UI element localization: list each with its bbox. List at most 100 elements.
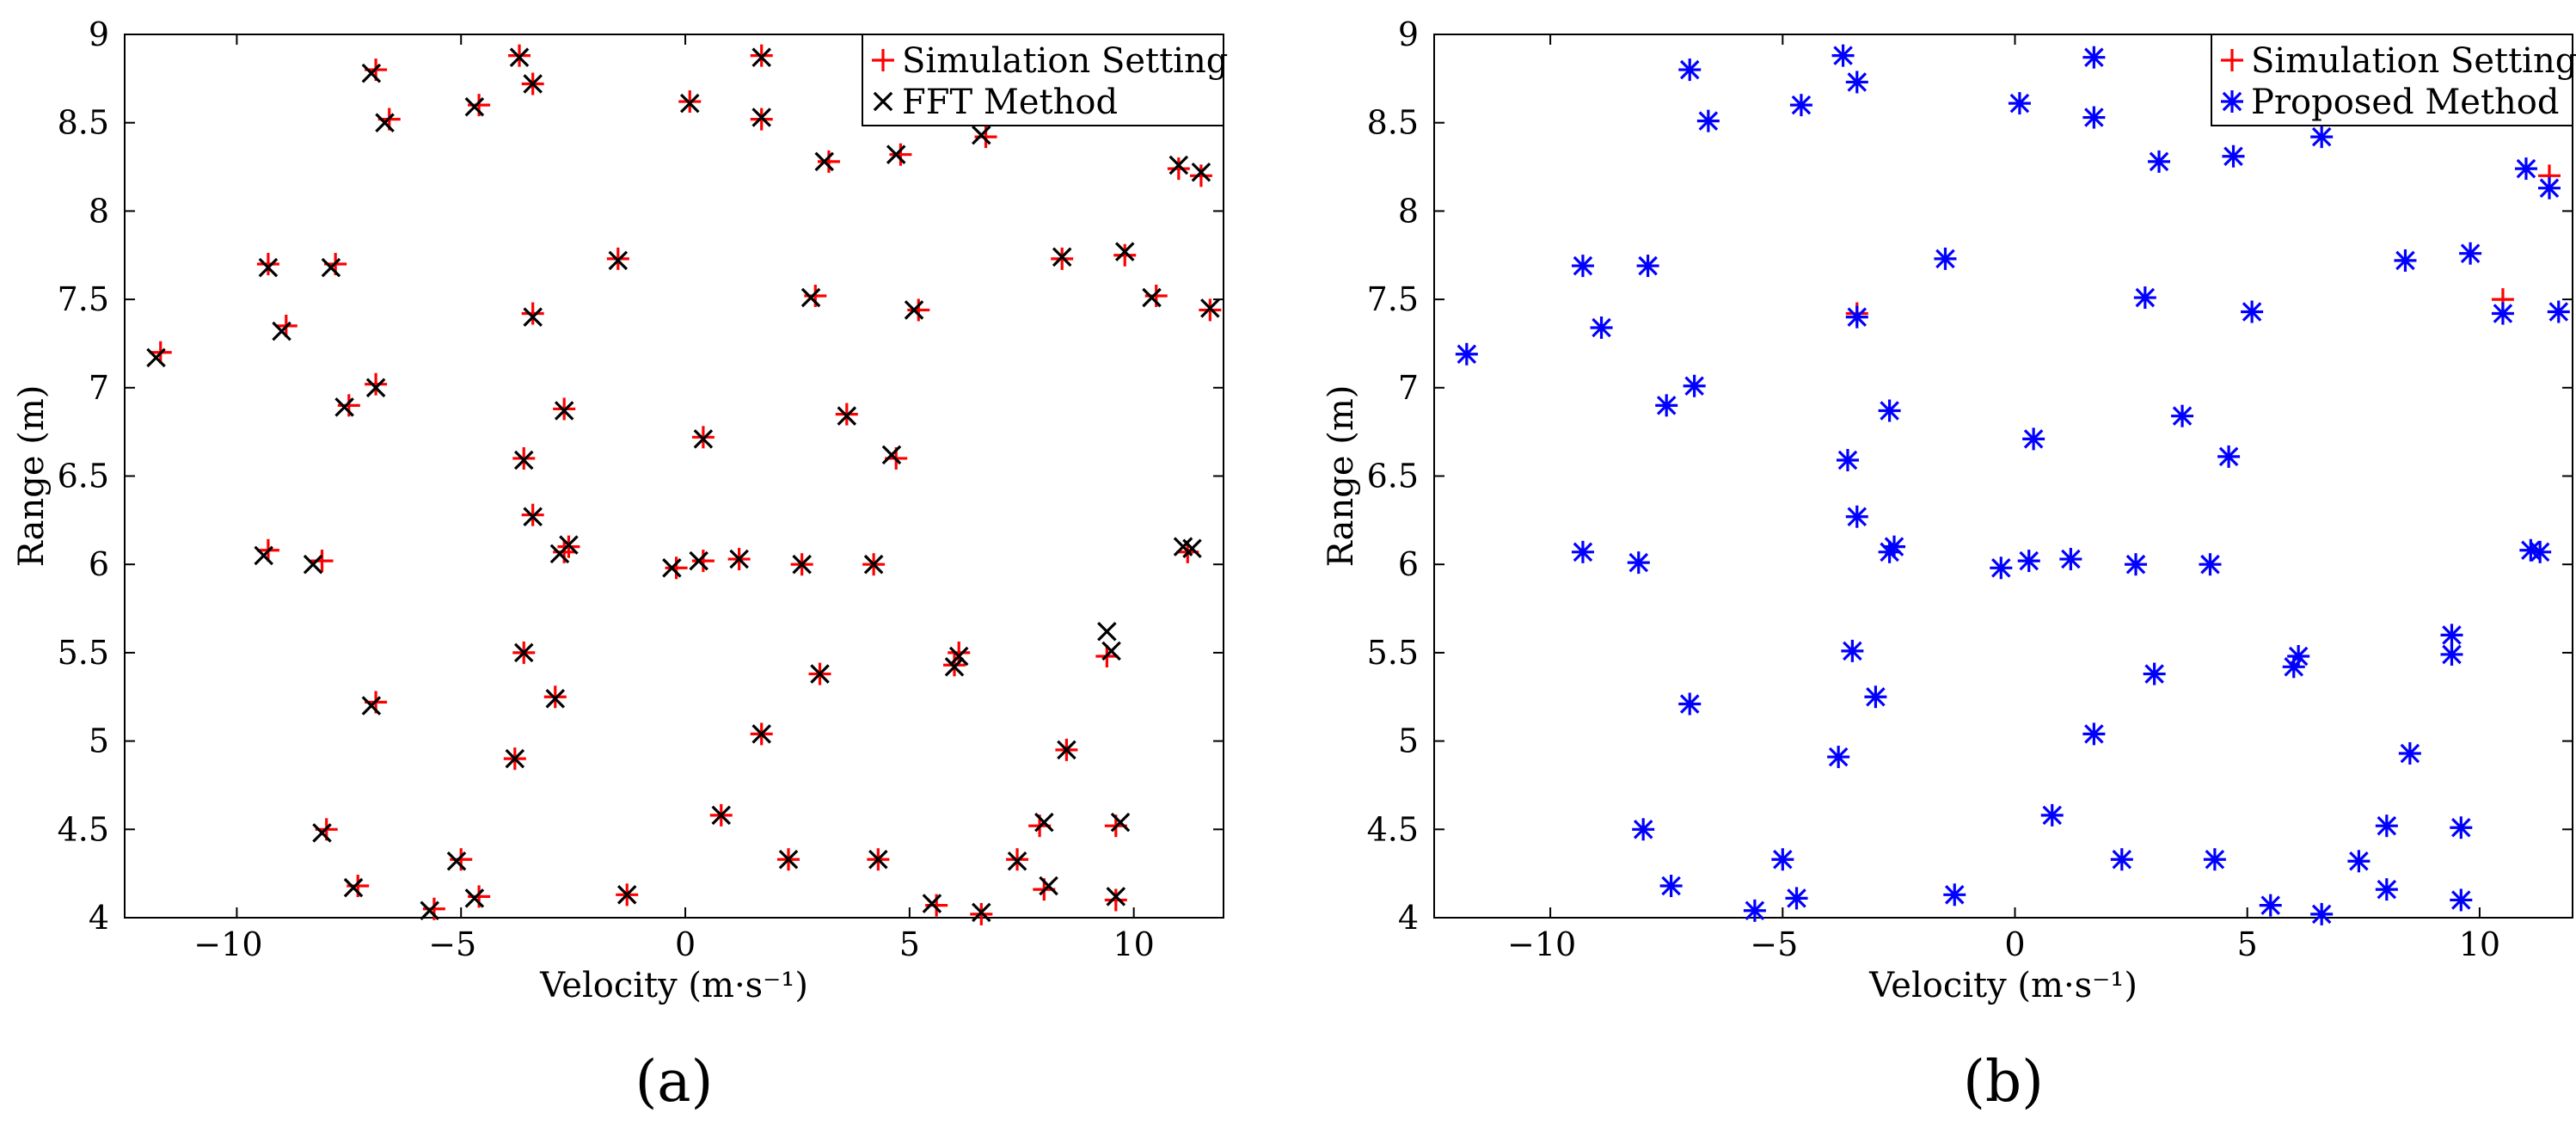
y-tick-label: 9: [1398, 15, 1419, 53]
legend-label: FFT Method: [902, 83, 1118, 122]
data-point: [256, 253, 279, 276]
series-simulation-setting: [1845, 164, 2561, 325]
data-point: [1659, 875, 1683, 898]
legend-marker: [873, 91, 893, 112]
data-point: [545, 689, 566, 709]
panel-b: −10 −5 0 5 10 4 4.5 5 5.5 6 6.5 7 7.5 8 8.5 9 Velocity (…: [1322, 15, 2576, 1115]
data-point: [1841, 639, 1864, 662]
data-point: [1039, 876, 1058, 896]
data-point: [800, 287, 821, 308]
x-tick-label: −10: [193, 925, 262, 963]
legend-marker: [2221, 49, 2243, 71]
data-point: [1789, 94, 1812, 117]
y-tick-label: 9: [89, 15, 109, 53]
data-point: [1943, 883, 1966, 907]
data-point: [1106, 887, 1126, 907]
data-point: [1831, 44, 1855, 67]
data-point: [513, 642, 534, 663]
data-point: [1052, 247, 1072, 267]
x-tick-label: 10: [2459, 925, 2500, 963]
x-tick-label: 10: [1113, 925, 1154, 963]
data-point: [464, 96, 485, 117]
data-point: [254, 545, 273, 566]
y-tick-label: 7: [1398, 369, 1419, 407]
data-point: [2537, 176, 2561, 200]
data-point: [2143, 662, 2166, 685]
legend-label: Simulation Setting: [2251, 41, 2576, 81]
data-point: [446, 851, 467, 871]
data-point: [2022, 427, 2045, 451]
panel-label: (b): [1963, 1048, 2044, 1115]
data-point: [365, 372, 388, 396]
data-point: [972, 902, 991, 923]
data-point: [863, 554, 884, 575]
data-point: [2259, 894, 2282, 917]
data-point: [1110, 812, 1131, 833]
data-point: [2398, 741, 2421, 765]
y-tick-label: 7.5: [58, 280, 109, 318]
data-point: [691, 550, 715, 573]
data-point: [2347, 850, 2371, 873]
legend-box: [2211, 34, 2573, 126]
y-tick-label: 7: [89, 369, 109, 407]
data-point: [554, 401, 574, 421]
data-point: [1114, 242, 1135, 261]
data-point: [948, 646, 969, 667]
data-point: [2375, 878, 2398, 901]
data-point: [751, 108, 771, 127]
data-point: [689, 550, 708, 571]
data-point: [2514, 157, 2537, 181]
data-point: [1683, 374, 1706, 397]
data-point: [2133, 286, 2156, 310]
x-axis-label: Velocity (m·s⁻¹): [1868, 966, 2137, 1005]
y-tick-label: 6: [1398, 545, 1419, 583]
data-point: [972, 125, 991, 145]
data-point: [881, 445, 902, 465]
data-point: [2082, 106, 2106, 129]
y-tick-label: 4.5: [1367, 810, 1419, 848]
y-tick-label: 5: [89, 722, 109, 760]
data-point: [343, 877, 364, 898]
data-point: [505, 748, 525, 769]
data-point: [2217, 445, 2241, 468]
data-point: [907, 298, 930, 322]
data-point: [1097, 621, 1117, 642]
data-point: [817, 150, 840, 173]
data-point: [1142, 287, 1162, 308]
data-point: [272, 321, 291, 341]
data-point: [662, 558, 682, 578]
data-point: [1678, 58, 1702, 82]
x-tick-label: 0: [2004, 925, 2025, 963]
data-point: [2059, 548, 2082, 571]
data-point: [751, 724, 771, 744]
data-point: [2440, 624, 2463, 647]
data-point: [810, 664, 830, 684]
data-point: [1878, 540, 1901, 563]
data-point: [146, 347, 166, 368]
x-tick-label: 5: [2237, 925, 2258, 963]
data-point: [1655, 394, 1678, 417]
y-axis-label: Range (m): [1322, 385, 1361, 568]
legend-marker: [872, 49, 894, 71]
data-point: [2529, 540, 2552, 563]
series-proposed-method: [1455, 44, 2570, 925]
data-point: [1104, 888, 1127, 912]
data-point: [1571, 540, 1594, 563]
data-point: [2310, 126, 2334, 149]
data-point: [1934, 247, 1957, 270]
data-point: [523, 507, 543, 527]
data-point: [944, 657, 965, 677]
axes-box: [124, 34, 1224, 919]
data-point: [361, 63, 382, 83]
data-point: [1189, 164, 1212, 187]
legend-box: [862, 34, 1224, 126]
data-point: [814, 151, 835, 172]
data-point: [1191, 162, 1211, 182]
y-tick-label: 5.5: [58, 634, 109, 672]
data-point: [2171, 404, 2194, 427]
data-point: [2110, 848, 2133, 871]
data-point: [1696, 109, 1720, 132]
y-tick-label: 8.5: [58, 104, 109, 142]
data-point: [2547, 300, 2570, 323]
